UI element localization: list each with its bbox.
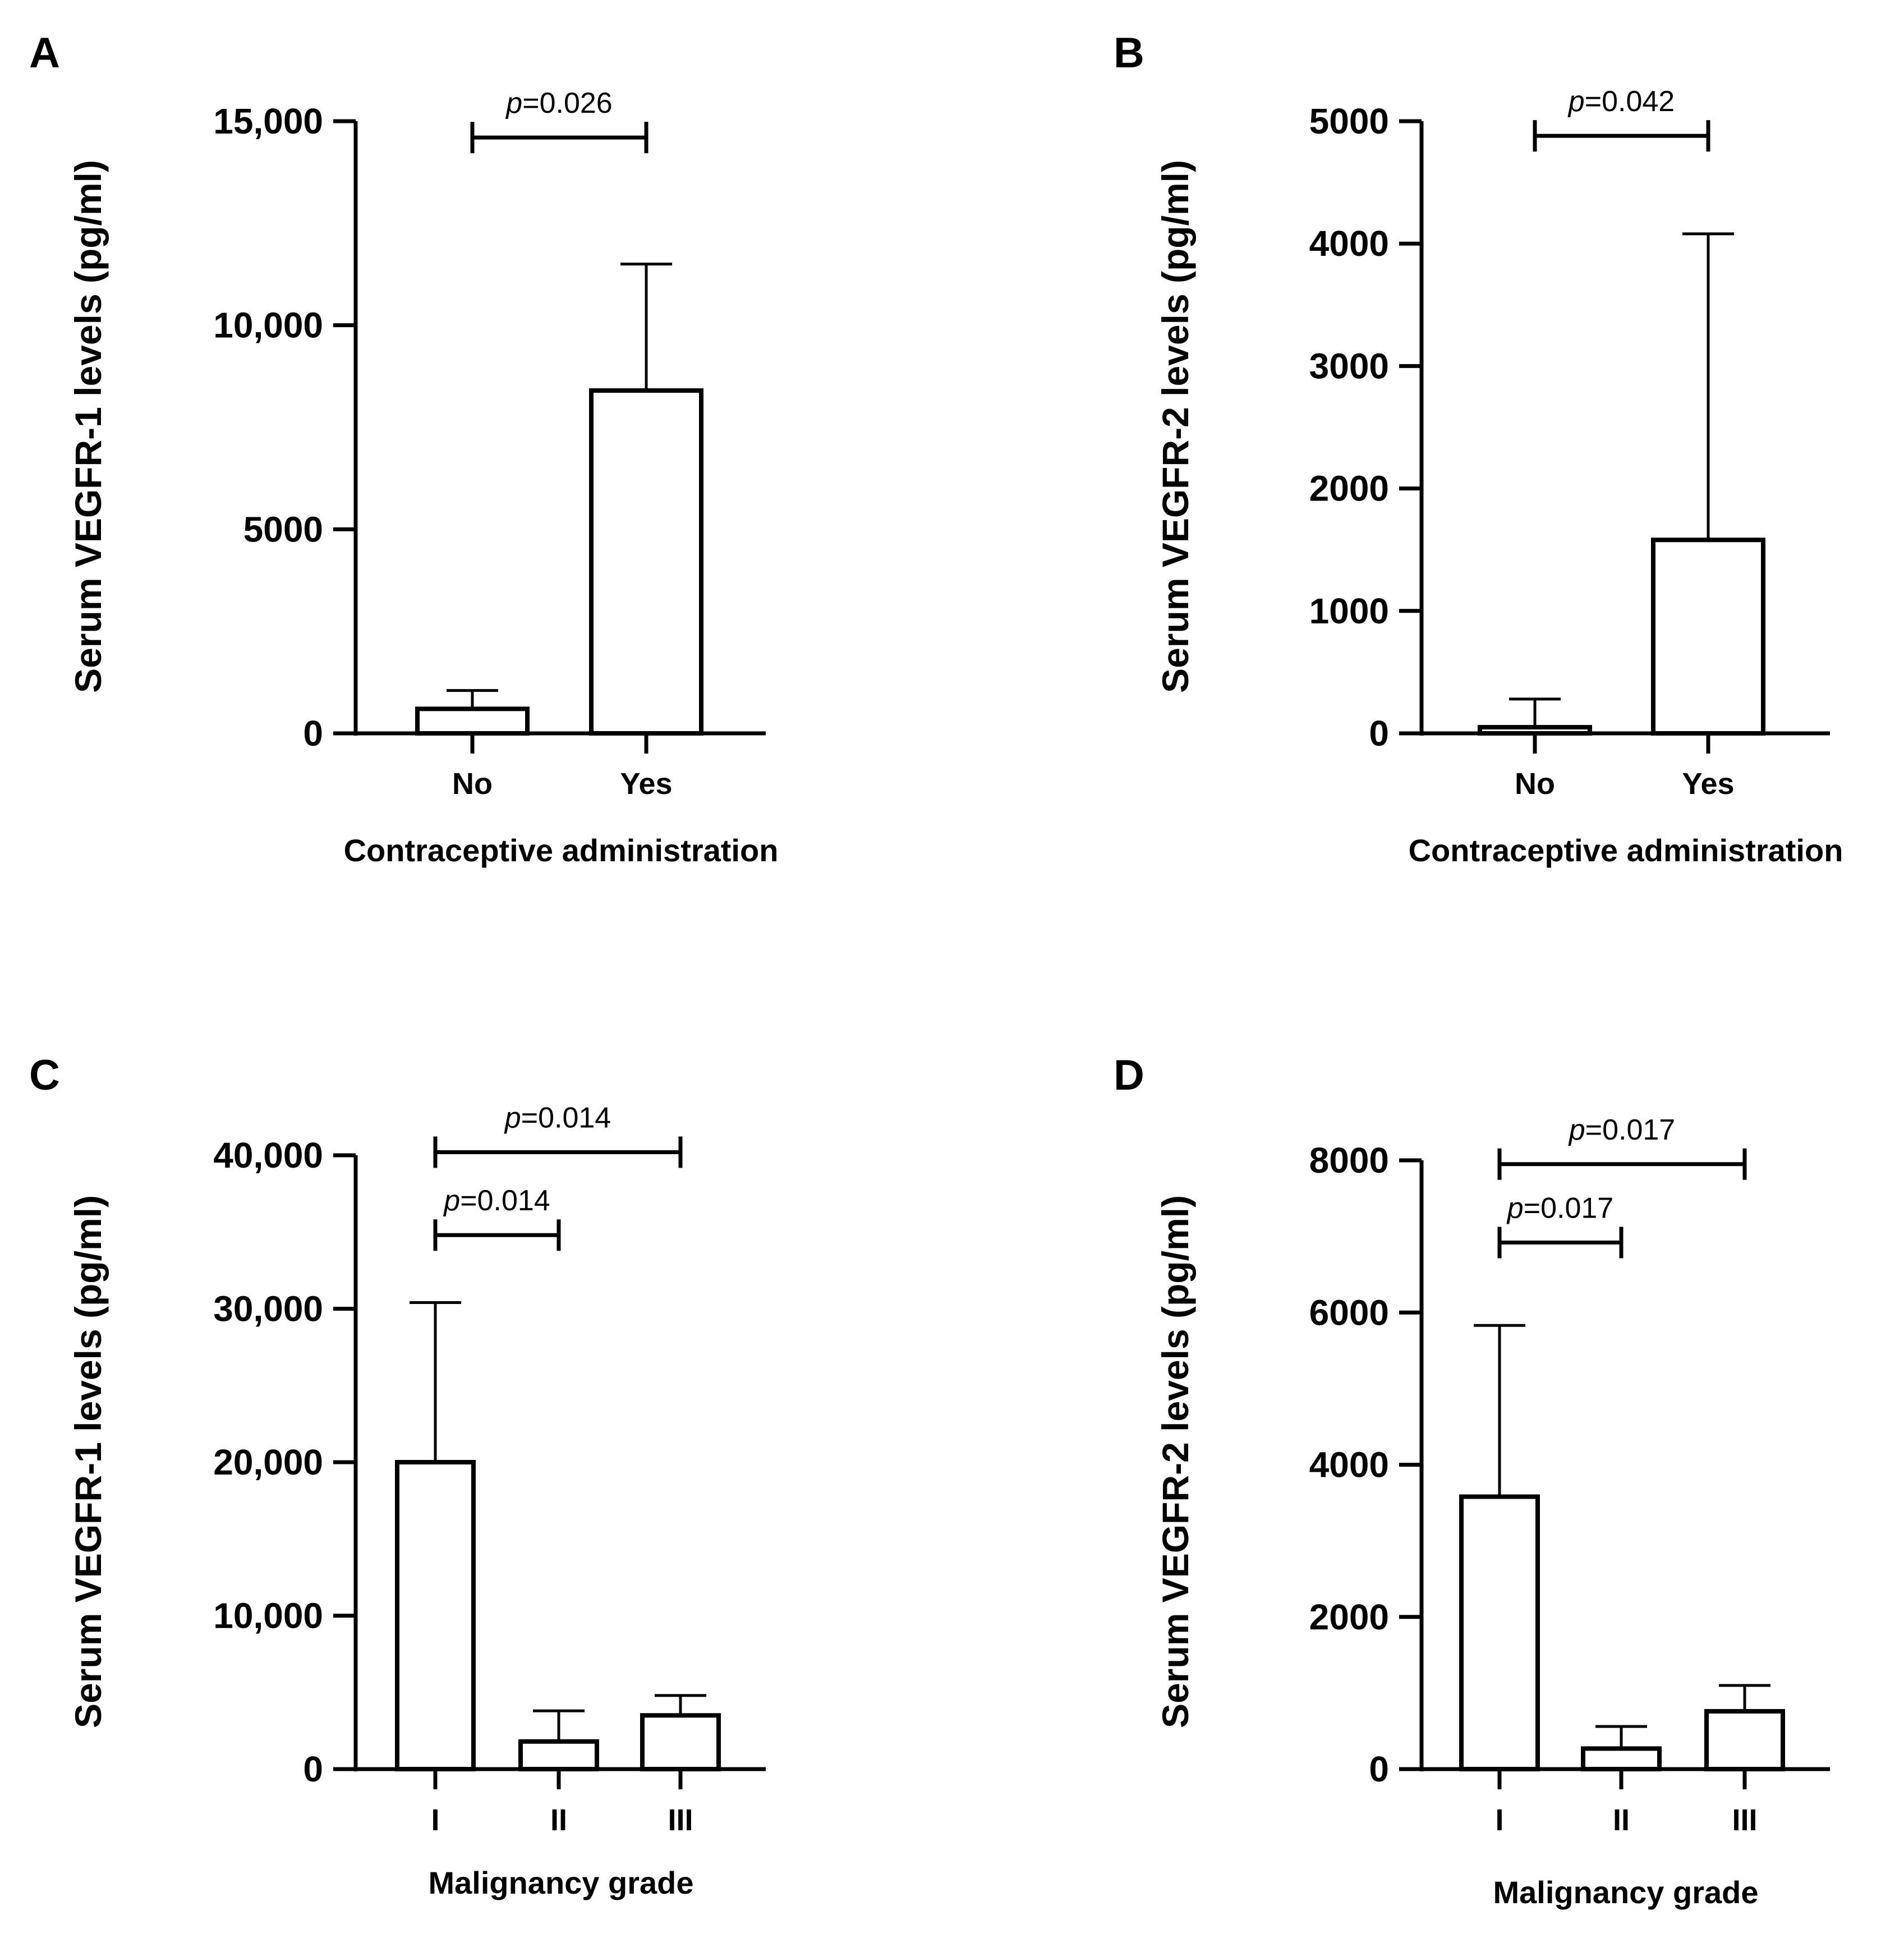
x-tick-label: Yes [620, 767, 672, 801]
p-value-label: p=0.042 [1567, 85, 1675, 118]
y-tick-label: 2000 [1309, 1597, 1389, 1637]
x-axis-title: Malignancy grade [1493, 1875, 1758, 1910]
bar-iii [1704, 1709, 1785, 1772]
panel-letter: D [1114, 1051, 1144, 1099]
p-value-label: p=0.014 [504, 1102, 611, 1135]
p-value-label: p=0.017 [1568, 1114, 1675, 1146]
y-tick-label: 5000 [1309, 101, 1389, 141]
x-tick-label: Yes [1682, 767, 1734, 801]
p-value-label: p=0.026 [505, 87, 612, 120]
bar-ii [1581, 1746, 1662, 1772]
y-axis-title: Serum VEGFR-2 levels (pg/ml) [1155, 160, 1196, 693]
bar-iii [640, 1713, 721, 1771]
y-tick-label: 4000 [1309, 1445, 1389, 1485]
y-axis-title: Serum VEGFR-2 levels (pg/ml) [1155, 1195, 1196, 1728]
x-axis-title: Malignancy grade [428, 1865, 693, 1900]
panel-letter: A [29, 29, 60, 77]
y-tick-label: 0 [1369, 713, 1389, 754]
bar-yes [1651, 538, 1765, 736]
bar-no [1478, 725, 1592, 736]
p-value-label: p=0.014 [443, 1184, 550, 1217]
x-axis-title: Contraceptive administration [344, 833, 779, 868]
y-tick-label: 10,000 [213, 305, 323, 346]
x-tick-label: I [431, 1803, 439, 1837]
x-tick-label: II [1613, 1803, 1630, 1837]
p-value-label: p=0.017 [1506, 1192, 1613, 1224]
y-tick-label: 5000 [243, 509, 323, 549]
y-tick-label: 3000 [1309, 346, 1389, 386]
y-tick-label: 4000 [1309, 223, 1389, 264]
x-axis-title: Contraceptive administration [1409, 833, 1843, 868]
y-tick-label: 2000 [1309, 469, 1389, 509]
x-tick-label: No [1515, 767, 1555, 801]
bar-i [1459, 1494, 1540, 1771]
bar-i [395, 1460, 476, 1771]
y-axis-title: Serum VEGFR-1 levels (pg/ml) [67, 1195, 109, 1728]
x-tick-label: No [452, 767, 493, 801]
x-tick-label: II [550, 1803, 567, 1837]
bar-yes [589, 388, 703, 736]
x-tick-label: III [1732, 1803, 1757, 1837]
y-tick-label: 6000 [1309, 1292, 1389, 1333]
y-tick-label: 1000 [1309, 591, 1389, 631]
y-axis-title: Serum VEGFR-1 levels (pg/ml) [67, 160, 109, 693]
y-tick-label: 20,000 [213, 1442, 323, 1482]
panel-letter: C [29, 1051, 60, 1099]
bar-no [415, 706, 530, 736]
bar-ii [518, 1739, 599, 1772]
y-tick-label: 8000 [1309, 1140, 1389, 1181]
y-tick-label: 10,000 [213, 1596, 323, 1636]
x-tick-label: I [1495, 1803, 1503, 1837]
y-tick-label: 15,000 [213, 101, 323, 141]
panel-letter: B [1114, 29, 1144, 77]
panel-b: B 0 1000 2000 3000 4000 5000 No Yes Contraceptive… [1114, 29, 1843, 868]
y-tick-label: 0 [1369, 1749, 1389, 1789]
y-tick-label: 30,000 [213, 1289, 323, 1329]
y-tick-label: 0 [303, 713, 323, 754]
panel-a: A 0 5000 10,000 15,000 No Yes Contraceptive adm… [29, 29, 778, 868]
y-tick-label: 0 [303, 1749, 323, 1789]
y-tick-label: 40,000 [213, 1135, 323, 1175]
x-tick-label: III [668, 1803, 693, 1837]
